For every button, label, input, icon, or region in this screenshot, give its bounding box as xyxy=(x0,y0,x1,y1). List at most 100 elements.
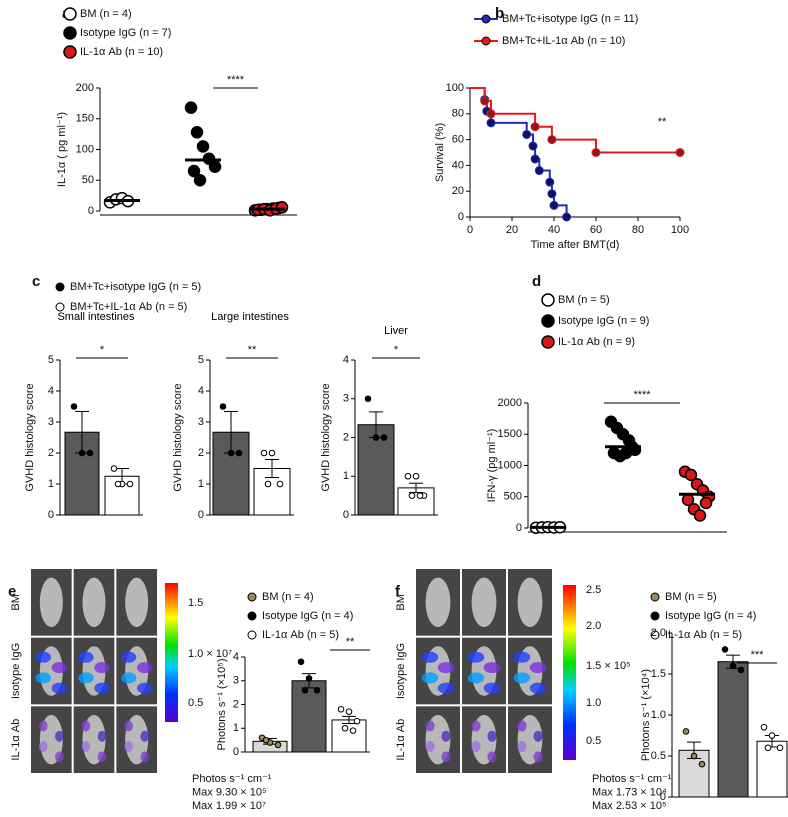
data-point xyxy=(227,449,235,457)
signal xyxy=(55,751,64,763)
y-tick-label: 20 xyxy=(452,185,464,197)
legend-marker xyxy=(55,282,65,292)
data-point xyxy=(547,135,557,145)
legend-marker xyxy=(247,592,257,602)
y-tick-label: 5 xyxy=(48,354,54,366)
data-point xyxy=(768,732,776,739)
signal xyxy=(35,651,52,663)
legend-marker xyxy=(63,7,77,21)
data-point xyxy=(698,760,706,768)
signal xyxy=(120,672,137,684)
data-point xyxy=(776,744,784,752)
data-point xyxy=(530,122,540,132)
data-point xyxy=(345,708,353,715)
caption: Max 9.30 × 10⁵ xyxy=(192,786,267,798)
mouse xyxy=(517,577,543,628)
legend-label: BM (n = 5) xyxy=(665,591,717,603)
subplot-title: Small intestines xyxy=(57,311,135,323)
legend-label: Isotype IgG (n = 7) xyxy=(80,27,171,39)
data-point xyxy=(737,666,745,674)
signal xyxy=(517,741,527,753)
signal xyxy=(124,720,133,732)
colorbar xyxy=(165,583,178,722)
y-tick-label: 0.5 xyxy=(651,750,666,762)
y-tick-label: 80 xyxy=(452,108,464,120)
data-point xyxy=(699,496,713,510)
data-point xyxy=(412,472,420,480)
colorbar xyxy=(563,585,576,760)
data-point xyxy=(114,480,122,488)
y-axis-label: Photons s⁻¹ (×10⁴) xyxy=(640,669,652,761)
signal xyxy=(467,672,485,684)
signal xyxy=(136,682,153,694)
signal xyxy=(39,720,48,732)
y-tick-label: 150 xyxy=(76,113,94,125)
y-tick-label: 3 xyxy=(48,416,54,428)
y-tick-label: 4 xyxy=(48,385,54,397)
legend-label: Isotype IgG (n = 4) xyxy=(665,610,756,622)
y-tick-label: 3 xyxy=(343,393,349,405)
data-point xyxy=(341,724,349,732)
data-point xyxy=(760,724,768,731)
signal xyxy=(483,682,501,694)
y-tick-label: 0 xyxy=(233,746,239,758)
panel-letter: e xyxy=(8,583,16,600)
data-point xyxy=(187,164,201,178)
legend-marker xyxy=(63,26,77,40)
data-point xyxy=(380,434,388,441)
significance: * xyxy=(394,344,399,356)
data-point xyxy=(549,200,559,210)
data-point xyxy=(480,96,490,106)
signal xyxy=(51,682,68,694)
data-point xyxy=(562,212,572,222)
signal xyxy=(441,751,451,763)
data-point xyxy=(534,166,544,176)
signal xyxy=(425,720,435,732)
panel-letter: f xyxy=(395,583,401,600)
y-axis-label: Photons s⁻¹ (×10⁵) xyxy=(216,659,228,751)
y-tick-label: 0 xyxy=(660,791,666,803)
legend-marker xyxy=(247,630,257,640)
data-point xyxy=(764,744,772,752)
y-tick-label: 0 xyxy=(48,509,54,521)
y-tick-label: 0 xyxy=(88,205,94,217)
data-point xyxy=(547,189,557,199)
data-point xyxy=(528,141,538,151)
data-point xyxy=(693,509,707,522)
data-point xyxy=(276,480,284,488)
y-tick-label: 1 xyxy=(343,470,349,482)
signal xyxy=(97,730,107,742)
y-tick-label: 200 xyxy=(76,82,94,94)
signal xyxy=(487,730,497,742)
data-point xyxy=(262,736,270,744)
legend-label: IL-1α Ab (n = 5) xyxy=(665,629,742,641)
title-box: Small intestines xyxy=(57,311,135,323)
legend-marker xyxy=(55,302,65,312)
signal xyxy=(140,730,149,742)
data-point xyxy=(208,160,222,173)
y-tick-label: 2.0 xyxy=(651,627,666,639)
panel-letter: b xyxy=(495,5,504,22)
bar xyxy=(331,719,367,753)
y-tick-label: 1500 xyxy=(498,428,522,440)
signal xyxy=(425,741,435,753)
data-point xyxy=(275,201,289,214)
legend-marker xyxy=(541,335,555,349)
legend-label: BM (n = 4) xyxy=(262,591,314,603)
signal xyxy=(94,682,110,694)
signal xyxy=(533,730,543,742)
y-tick-label: 0 xyxy=(516,522,522,534)
annotation: ** xyxy=(658,116,667,128)
y-tick-label: 4 xyxy=(233,651,239,663)
signal xyxy=(35,672,52,684)
mouse xyxy=(425,577,451,628)
legend-label: BM+Tc+IL-1α Ab (n = 10) xyxy=(502,35,625,47)
legend-label: BM+Tc+isotype IgG (n = 11) xyxy=(502,13,638,25)
y-tick-label: 50 xyxy=(82,174,94,186)
signal xyxy=(467,651,485,663)
x-tick-label: 100 xyxy=(671,224,689,236)
y-axis-label: IL-1α ( pg ml⁻¹) xyxy=(56,112,68,187)
data-point xyxy=(86,449,94,457)
y-tick-label: 0 xyxy=(343,509,349,521)
data-point xyxy=(416,492,424,499)
